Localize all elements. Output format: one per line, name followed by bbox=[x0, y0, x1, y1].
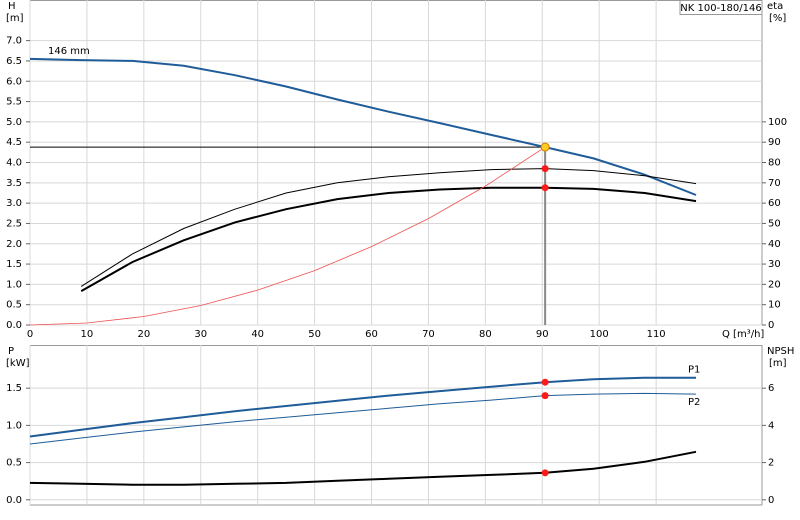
y-tick-label: 1.5 bbox=[6, 259, 22, 270]
point bbox=[541, 165, 549, 173]
y-axis-title: H bbox=[8, 1, 16, 12]
y-tick-label: 5.0 bbox=[6, 117, 22, 128]
curve bbox=[80, 168, 697, 287]
x-tick-label: 20 bbox=[137, 329, 150, 340]
curve bbox=[80, 186, 697, 292]
y2-tick-label: 0 bbox=[768, 320, 774, 331]
y-tick-label: 1.5 bbox=[6, 383, 22, 394]
curve bbox=[29, 376, 696, 438]
y-tick-label: 0.0 bbox=[6, 320, 22, 331]
point bbox=[541, 378, 549, 386]
y-tick-label: 0.0 bbox=[6, 495, 22, 506]
title-box bbox=[679, 0, 763, 15]
y-tick-label: 1.0 bbox=[6, 279, 22, 290]
x-axis-title: Q [m³/h] bbox=[722, 329, 764, 340]
x-tick-label: 80 bbox=[479, 329, 492, 340]
x-tick-label: 100 bbox=[590, 329, 609, 340]
y-axis-unit: [kW] bbox=[6, 358, 30, 369]
series-label: 146 mm bbox=[48, 46, 90, 57]
y2-tick-label: 6 bbox=[768, 383, 774, 394]
y-axis-title: P bbox=[8, 346, 14, 357]
x-tick-label: 10 bbox=[81, 329, 94, 340]
y-tick-label: 7.0 bbox=[6, 36, 22, 47]
y2-tick-label: 100 bbox=[768, 117, 787, 128]
y-tick-label: 6.5 bbox=[6, 56, 22, 67]
point bbox=[541, 392, 549, 400]
y2-tick-label: 10 bbox=[768, 300, 781, 311]
y2-tick-label: 20 bbox=[768, 279, 781, 290]
y-tick-label: 4.5 bbox=[6, 137, 22, 148]
y2-tick-label: 50 bbox=[768, 218, 781, 229]
point bbox=[541, 184, 549, 192]
y2-tick-label: 4 bbox=[768, 420, 774, 431]
y-tick-label: 0.5 bbox=[6, 300, 22, 311]
y-tick-label: 2.5 bbox=[6, 218, 22, 229]
y2-axis-title: NPSH bbox=[767, 346, 794, 357]
y-tick-label: 6.0 bbox=[6, 76, 22, 87]
y2-tick-label: 0 bbox=[768, 495, 774, 506]
curve bbox=[29, 57, 697, 196]
y2-tick-label: 40 bbox=[768, 239, 781, 250]
x-tick-label: 70 bbox=[422, 329, 435, 340]
y-tick-label: 0.5 bbox=[6, 458, 22, 469]
x-tick-label: 60 bbox=[365, 329, 378, 340]
y2-tick-label: 60 bbox=[768, 198, 781, 209]
y2-tick-label: 90 bbox=[768, 137, 781, 148]
y-tick-label: 2.0 bbox=[6, 239, 22, 250]
y-tick-label: 3.0 bbox=[6, 198, 22, 209]
point bbox=[541, 469, 549, 477]
x-tick-label: 0 bbox=[27, 329, 33, 340]
x-tick-label: 90 bbox=[536, 329, 549, 340]
y2-axis-unit: [m] bbox=[769, 358, 787, 369]
y-tick-label: 5.5 bbox=[6, 97, 22, 108]
chart-title: NK 100-180/146 bbox=[680, 3, 761, 14]
x-tick-label: 30 bbox=[194, 329, 207, 340]
x-tick-label: 40 bbox=[251, 329, 264, 340]
series-label: P1 bbox=[688, 365, 700, 376]
y-tick-label: 1.0 bbox=[6, 420, 22, 431]
series-label: P2 bbox=[688, 397, 700, 408]
x-tick-label: 50 bbox=[308, 329, 321, 340]
x-tick-label: 110 bbox=[647, 329, 666, 340]
y2-tick-label: 80 bbox=[768, 158, 781, 169]
y2-axis-title: eta bbox=[767, 1, 783, 12]
y2-tick-label: 70 bbox=[768, 178, 781, 189]
curve bbox=[29, 146, 546, 326]
operating-point bbox=[540, 142, 550, 152]
curve bbox=[29, 450, 697, 486]
y2-axis-unit: [%] bbox=[769, 13, 786, 24]
y-axis-unit: [m] bbox=[6, 13, 24, 24]
y2-tick-label: 30 bbox=[768, 259, 781, 270]
curve bbox=[29, 392, 697, 445]
y-tick-label: 3.5 bbox=[6, 178, 22, 189]
y-tick-label: 4.0 bbox=[6, 158, 22, 169]
y2-tick-label: 2 bbox=[768, 458, 774, 469]
